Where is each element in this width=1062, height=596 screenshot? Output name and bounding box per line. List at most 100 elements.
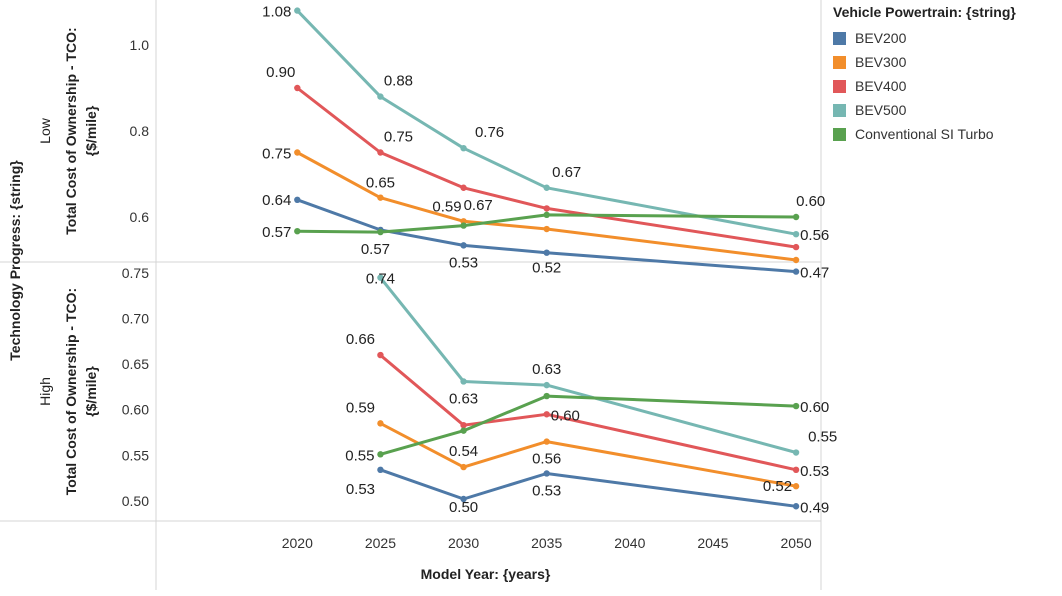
data-label-low-bev300-2025: 0.65	[366, 175, 395, 192]
data-label-high-conventional-si-turbo-2050: 0.60	[800, 399, 829, 416]
data-label-high-bev200-2050: 0.49	[800, 499, 829, 516]
legend-swatch-bev300	[833, 55, 846, 69]
legend: Vehicle Powertrain: {string} BEV200 BEV30…	[833, 4, 1059, 146]
x-tick-label-2045: 2045	[697, 535, 728, 551]
facet-title: Technology Progress: {string}	[7, 160, 23, 361]
data-point-high-bev500-2035	[543, 381, 550, 389]
series-line-high-conventional-si-turbo	[378, 394, 798, 456]
data-point-low-bev400-2030	[460, 184, 467, 191]
data-point-high-conventional-si-turbo-2025	[377, 451, 384, 458]
legend-swatch-bev500	[833, 103, 846, 117]
series-line-high-bev300	[378, 421, 798, 488]
legend-items: BEV200 BEV300 BEV400 BEV500 Conventional SI …	[833, 26, 1059, 146]
data-point-high-bev200-2025	[377, 466, 384, 474]
data-label-low-conventional-si-turbo-2050: 0.60	[796, 193, 825, 210]
data-point-high-bev400-2030	[460, 421, 467, 429]
data-point-low-bev300-2020	[294, 149, 301, 156]
legend-item-bev500: BEV500	[833, 98, 1059, 122]
legend-swatch-bev200	[833, 31, 846, 45]
data-point-low-bev500-2030	[460, 145, 467, 152]
data-point-high-bev300-2030	[460, 463, 467, 471]
data-label-low-bev200-2020: 0.64	[262, 192, 291, 209]
data-point-low-conventional-si-turbo-2035	[543, 211, 550, 219]
data-label-low-bev300-2020: 0.75	[262, 146, 291, 163]
series-line-high-bev200	[378, 468, 798, 508]
data-point-low-bev400-2020	[294, 84, 301, 92]
data-point-low-bev200-2020	[294, 196, 301, 203]
x-tick-label-2050: 2050	[780, 535, 811, 551]
data-label-high-bev200-2035: 0.53	[532, 482, 561, 499]
data-point-low-bev200-2035	[543, 249, 550, 256]
series-line-low-bev400	[295, 86, 798, 249]
x-tick-label-2040: 2040	[614, 535, 645, 551]
data-point-high-bev400-2050	[792, 466, 800, 474]
y-tick-label-high-0.50: 0.50	[122, 493, 149, 509]
data-point-high-bev500-2025	[377, 274, 384, 281]
y-tick-label-low-0.6: 0.6	[130, 209, 150, 225]
data-point-high-bev300-2025	[377, 420, 384, 427]
data-label-low-bev500-2035: 0.67	[552, 164, 581, 181]
data-point-low-bev500-2020	[294, 7, 301, 14]
data-point-high-bev200-2050	[792, 503, 800, 510]
legend-label-bev200: BEV200	[855, 30, 907, 46]
legend-title: Vehicle Powertrain: {string}	[833, 4, 1016, 20]
data-label-low-bev500-2050: 0.56	[800, 227, 829, 244]
data-label-high-bev500-2050: 0.55	[808, 429, 837, 446]
y-tick-label-high-0.60: 0.60	[122, 402, 149, 418]
legend-swatch-conventional-si-turbo	[833, 127, 846, 141]
x-tick-label-2025: 2025	[365, 535, 396, 551]
series-line-high-bev500	[378, 276, 798, 454]
data-point-low-bev500-2050	[792, 231, 800, 238]
y-tick-label-high-0.75: 0.75	[122, 265, 149, 281]
x-axis-title: Model Year: {years}	[421, 566, 551, 582]
data-point-high-bev200-2035	[543, 470, 550, 477]
data-point-high-bev300-2035	[543, 438, 550, 445]
x-tick-label-2035: 2035	[531, 535, 562, 551]
data-label-high-bev300-2030: 0.54	[449, 443, 478, 460]
data-point-low-bev500-2035	[543, 184, 550, 191]
y-axis-title-line1: Total Cost of Ownership - TCO:	[63, 288, 79, 495]
series-line-low-bev500	[295, 9, 798, 236]
data-point-low-conventional-si-turbo-2030	[460, 222, 467, 229]
x-tick-label-2030: 2030	[448, 535, 479, 551]
data-point-low-bev500-2025	[377, 93, 384, 100]
data-point-low-bev400-2035	[543, 205, 550, 212]
data-point-high-conventional-si-turbo-2035	[543, 392, 550, 400]
data-point-high-bev500-2030	[460, 378, 467, 385]
legend-item-bev300: BEV300	[833, 50, 1059, 74]
legend-item-conventional-si-turbo: Conventional SI Turbo	[833, 122, 1059, 146]
data-point-high-conventional-si-turbo-2030	[460, 427, 467, 434]
y-tick-label-low-0.8: 0.8	[130, 123, 150, 139]
data-point-low-bev400-2025	[377, 149, 384, 156]
data-label-low-bev200-2030: 0.53	[449, 254, 478, 271]
data-point-low-bev400-2050	[792, 243, 800, 251]
data-label-high-bev200-2025: 0.53	[346, 481, 375, 498]
data-label-high-bev500-2030: 0.63	[449, 390, 478, 407]
data-point-high-conventional-si-turbo-2050	[792, 402, 800, 410]
data-point-low-conventional-si-turbo-2025	[377, 228, 384, 236]
facet-label-high: High	[37, 377, 53, 406]
data-point-low-bev300-2025	[377, 194, 384, 201]
legend-label-bev300: BEV300	[855, 54, 907, 70]
data-label-low-bev500-2030: 0.76	[475, 124, 504, 141]
y-axis-title-line2: {$/mile}	[83, 366, 99, 417]
data-point-low-bev200-2050	[792, 268, 800, 275]
series-line-high-bev400	[378, 353, 798, 472]
data-label-low-bev400-2025: 0.75	[384, 129, 413, 146]
data-label-high-bev200-2030: 0.50	[449, 499, 478, 516]
data-point-high-bev300-2050	[792, 483, 800, 490]
data-label-high-bev500-2035: 0.63	[532, 361, 561, 378]
legend-label-bev400: BEV400	[855, 78, 907, 94]
data-label-low-bev400-2030: 0.67	[464, 197, 493, 214]
data-point-low-conventional-si-turbo-2020	[294, 227, 301, 235]
y-axis-title-low: Total Cost of Ownership - TCO: {$/mile}	[63, 27, 99, 234]
data-label-high-bev500-2025: 0.74	[366, 271, 395, 288]
y-axis-title-high: Total Cost of Ownership - TCO: {$/mile}	[63, 288, 99, 495]
legend-label-bev500: BEV500	[855, 102, 907, 118]
y-tick-label-high-0.65: 0.65	[122, 356, 149, 372]
legend-label-conventional-si-turbo: Conventional SI Turbo	[855, 126, 994, 142]
data-point-high-bev200-2030	[460, 495, 467, 503]
data-point-low-conventional-si-turbo-2050	[792, 213, 800, 221]
data-label-high-conventional-si-turbo-2025: 0.55	[345, 447, 374, 464]
